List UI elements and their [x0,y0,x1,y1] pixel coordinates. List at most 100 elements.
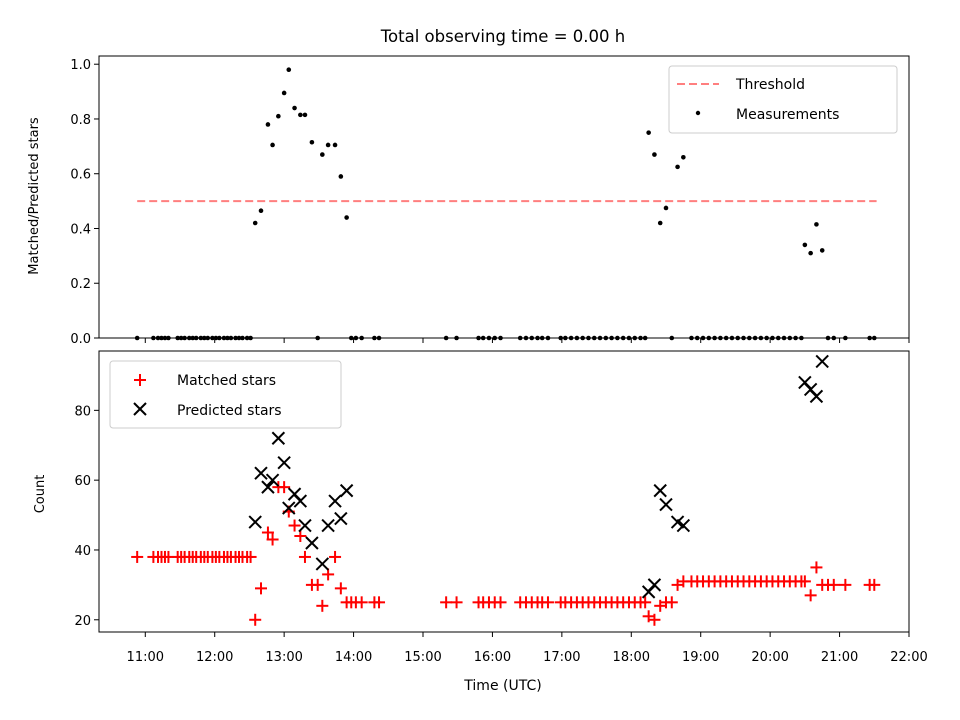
matched-point [839,578,852,591]
measurement-point [652,152,657,157]
figure-title: Total observing time = 0.00 h [380,27,625,46]
legend-threshold-label: Threshold [735,77,805,93]
measurement-point [252,220,258,226]
measurement-point [344,215,349,220]
predicted-point [659,497,673,512]
measurement-point [320,152,325,157]
matched-point [244,550,257,563]
measurement-point [808,250,813,256]
matched-point [798,575,811,588]
x-tick-label: 16:00 [474,650,511,665]
matched-point [329,550,342,563]
matched-point [648,613,661,626]
measurement-point [646,130,651,135]
measurement-point [292,105,297,111]
ratio-legend: Threshold Measurements [668,65,898,134]
measurement-point [298,112,303,118]
count-y-tick-label: 20 [74,614,91,629]
ratio-axis: 0.0 0.2 0.4 0.6 0.8 1.0 [70,58,910,347]
ratio-y-tick-label: 0.8 [70,113,91,128]
legend-predicted-label: Predicted stars [177,403,282,419]
count-axis: 20 40 60 80 11:00 12:00 13:00 14:00 15:00 16:00 17… [74,404,927,665]
predicted-point [653,483,667,498]
matched-point [373,596,386,609]
measurement-point [681,155,686,160]
measurement-point [675,164,680,170]
x-tick-label: 20:00 [751,650,788,665]
x-tick-label: 19:00 [682,650,719,665]
x-tick-label: 21:00 [821,650,858,665]
matched-point [665,596,678,609]
count-y-label: Count [33,475,48,514]
predicted-point [261,480,275,494]
x-tick-label: 11:00 [127,650,164,665]
predicted-point [271,431,286,445]
measurement-point [657,220,663,226]
count-panel: 20 40 60 80 11:00 12:00 13:00 14:00 15:00 16:00 17… [33,350,928,694]
ratio-y-tick-label: 0.6 [70,168,91,183]
predicted-point [676,518,691,533]
matched-point [804,589,817,602]
measurement-point [276,113,281,119]
x-axis-label: Time (UTC) [463,678,541,694]
measurement-point [338,174,344,179]
measurement-point [302,112,308,118]
count-y-tick-label: 80 [74,404,91,419]
matched-point [249,613,262,626]
x-tick-label: 14:00 [335,650,372,665]
measurement-point [265,122,271,127]
x-tick-label: 12:00 [196,650,233,665]
legend-matched-swatch [134,374,146,386]
predicted-point [265,473,280,487]
ratio-y-tick-label: 1.0 [70,58,91,73]
measurement-point [325,142,331,148]
matched-point [868,578,881,591]
matched-points [131,481,881,626]
x-tick-label: 13:00 [265,650,302,665]
ratio-y-tick-label: 0.0 [70,332,91,347]
predicted-point [647,578,662,592]
ratio-panel: 0.0 0.2 0.4 0.6 0.8 1.0 Matched/Predicted sta… [27,55,910,347]
measurement-point [258,208,264,213]
measurement-point [802,242,808,248]
predicted-point [305,536,319,550]
legend-measurements-label: Measurements [736,107,839,123]
x-tick-label: 17:00 [543,650,580,665]
predicted-point [293,494,308,508]
legend-matched-label: Matched stars [177,373,276,389]
matched-point [334,582,347,595]
predicted-point [254,466,268,480]
predicted-points [248,354,829,599]
count-y-tick-label: 60 [74,474,91,489]
matched-point [494,596,507,609]
predicted-point [282,501,296,515]
legend-measurements-swatch [695,110,701,116]
ratio-y-tick-label: 0.2 [70,277,91,292]
count-y-tick-label: 40 [74,544,91,559]
matched-point [311,578,324,591]
matched-point [810,561,823,574]
measurement-point [663,205,669,211]
measurement-point [281,90,287,96]
predicted-point [339,483,354,498]
matched-point [294,530,307,543]
matched-point [322,568,335,581]
predicted-point [815,354,829,369]
measurement-point [819,248,825,253]
ratio-y-label: Matched/Predicted stars [27,117,42,275]
matched-point [298,550,311,563]
matched-point [639,596,652,609]
matched-point [266,533,279,546]
matched-point [316,599,329,612]
matched-point [541,596,554,609]
matched-point [288,519,301,532]
predicted-point [277,455,291,470]
x-tick-label: 22:00 [890,650,927,665]
matched-point [355,596,368,609]
matched-point [450,596,463,609]
matched-point [278,481,291,494]
measurement-point [309,139,315,145]
predicted-point [321,518,335,533]
measurement-point [270,142,275,148]
